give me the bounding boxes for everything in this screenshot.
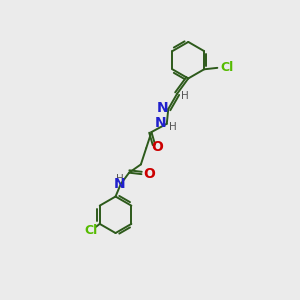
Text: N: N xyxy=(114,177,125,191)
Text: O: O xyxy=(151,140,163,154)
Text: Cl: Cl xyxy=(84,224,98,237)
Text: H: H xyxy=(116,174,123,184)
Text: H: H xyxy=(169,122,177,132)
Text: N: N xyxy=(157,101,169,116)
Text: H: H xyxy=(181,91,188,101)
Text: O: O xyxy=(143,167,155,181)
Text: Cl: Cl xyxy=(220,61,233,74)
Text: N: N xyxy=(154,116,166,130)
